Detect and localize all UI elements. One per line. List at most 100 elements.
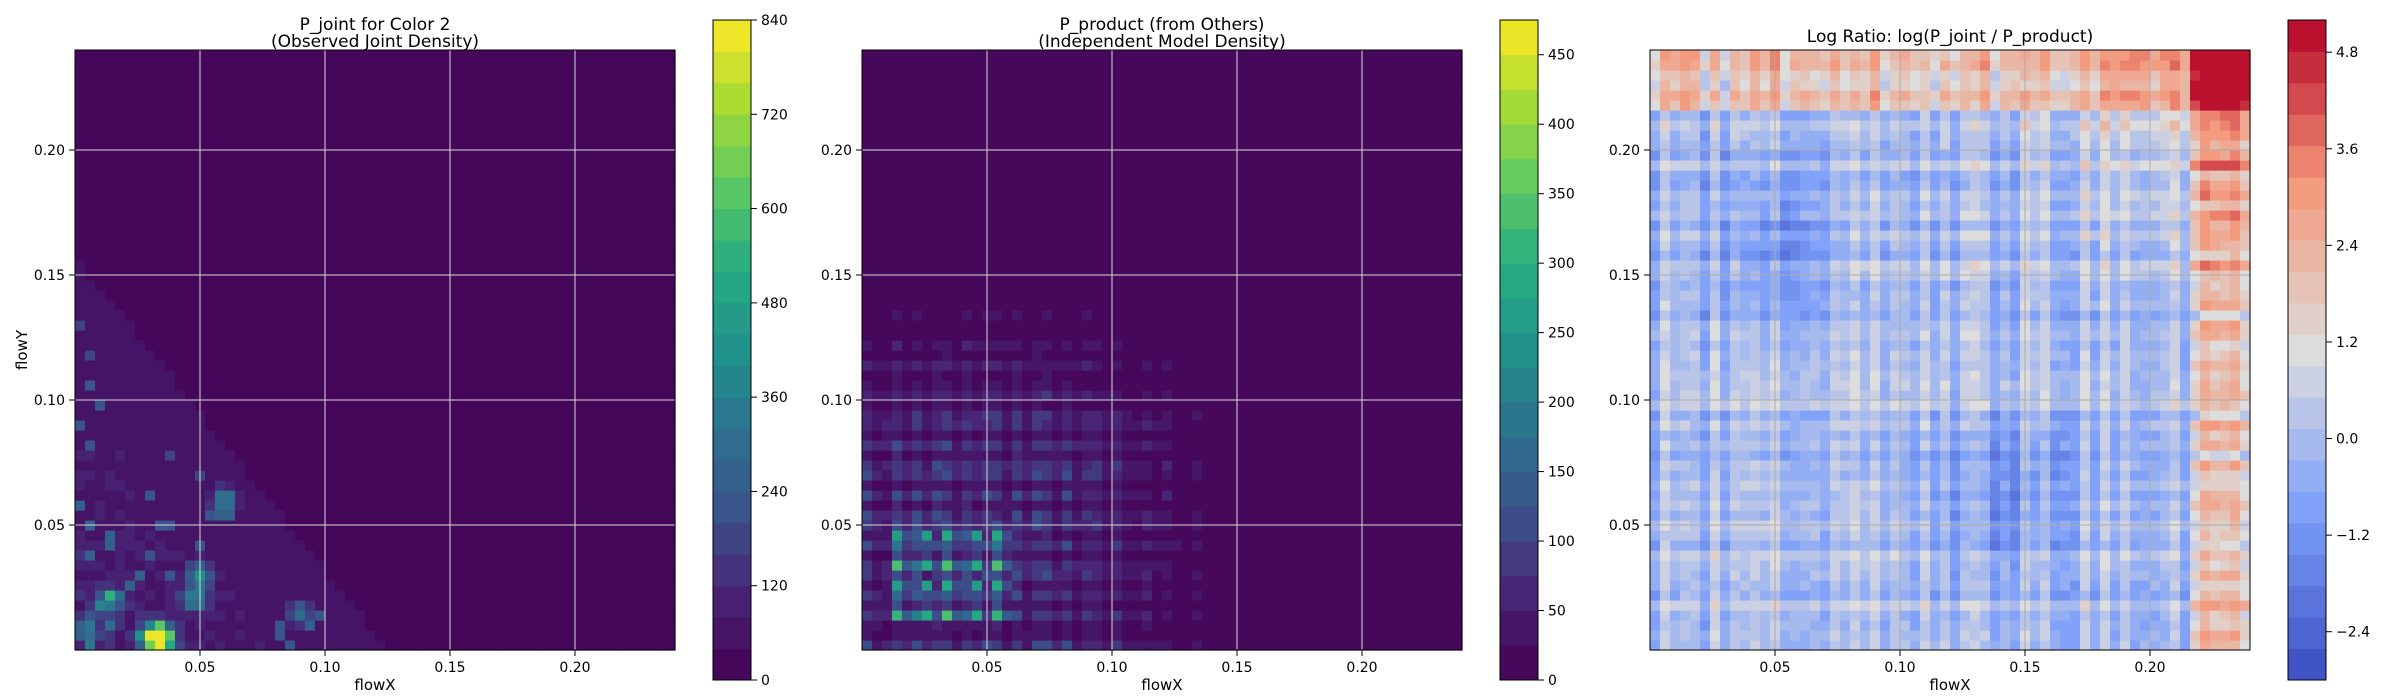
heatmap-cell	[205, 500, 216, 511]
heatmap-cell	[175, 530, 186, 541]
heatmap-cell	[635, 500, 646, 511]
heatmap-cell	[355, 610, 366, 621]
heatmap-cell	[75, 430, 86, 441]
heatmap-cell	[635, 610, 646, 621]
heatmap-cell	[265, 190, 276, 201]
heatmap-cell	[952, 170, 963, 181]
heatmap-cell	[135, 430, 146, 441]
heatmap-cell	[615, 130, 626, 141]
heatmap-cell	[215, 570, 226, 581]
heatmap-cell	[932, 280, 943, 291]
heatmap-cell	[315, 230, 326, 241]
heatmap-cell	[605, 50, 616, 61]
heatmap-cell	[395, 50, 406, 61]
heatmap-cell	[215, 360, 226, 371]
heatmap-cell	[1072, 120, 1083, 131]
heatmap-cell	[255, 620, 266, 631]
heatmap-cell	[555, 530, 566, 541]
heatmap-cell	[485, 260, 496, 271]
heatmap-cell	[862, 540, 873, 551]
heatmap-cell	[265, 550, 276, 561]
heatmap-cell	[635, 630, 646, 641]
heatmap-cell	[125, 70, 136, 81]
heatmap-cell	[365, 100, 376, 111]
heatmap-cell	[175, 310, 186, 321]
heatmap-cell	[912, 640, 923, 651]
heatmap-cell	[185, 600, 196, 611]
heatmap-cell	[625, 180, 636, 191]
heatmap-cell	[1042, 130, 1053, 141]
heatmap-cell	[225, 450, 236, 461]
heatmap-cell	[415, 530, 426, 541]
heatmap-cell	[285, 570, 296, 581]
heatmap-cell	[395, 420, 406, 431]
heatmap-cell	[465, 300, 476, 311]
heatmap-cell	[485, 350, 496, 361]
heatmap-cell	[155, 590, 166, 601]
heatmap-cell	[465, 170, 476, 181]
heatmap-cell	[455, 90, 466, 101]
heatmap-cell	[625, 600, 636, 611]
heatmap-cell	[922, 470, 933, 481]
heatmap-cell	[535, 250, 546, 261]
heatmap-cell	[962, 540, 973, 551]
heatmap-cell	[902, 400, 913, 411]
heatmap-cell	[1042, 360, 1053, 371]
heatmap-cell	[315, 360, 326, 371]
heatmap-cell	[585, 500, 596, 511]
heatmap-cell	[375, 580, 386, 591]
heatmap-cell	[515, 240, 526, 251]
heatmap-cell	[155, 260, 166, 271]
heatmap-cell	[1062, 470, 1073, 481]
heatmap-cell	[385, 570, 396, 581]
heatmap-cell	[395, 380, 406, 391]
heatmap-cell	[355, 50, 366, 61]
heatmap-cell	[525, 100, 536, 111]
heatmap-cell	[105, 600, 116, 611]
heatmap-cell	[922, 490, 933, 501]
heatmap-cell	[942, 170, 953, 181]
heatmap-cell	[992, 570, 1003, 581]
heatmap-cell	[235, 220, 246, 231]
heatmap-cell	[1042, 480, 1053, 491]
heatmap-cell	[595, 50, 606, 61]
heatmap-cell	[355, 330, 366, 341]
heatmap-cell	[892, 280, 903, 291]
heatmap-cell	[992, 610, 1003, 621]
heatmap-cell	[872, 370, 883, 381]
heatmap-cell	[665, 580, 676, 591]
heatmap-cell	[305, 250, 316, 261]
heatmap-cell	[245, 70, 256, 81]
heatmap-cell	[495, 480, 506, 491]
heatmap-cell	[872, 590, 883, 601]
heatmap-cell	[425, 210, 436, 221]
heatmap-cell	[605, 150, 616, 161]
heatmap-cell	[872, 260, 883, 271]
heatmap-cell	[1002, 320, 1013, 331]
heatmap-cell	[485, 310, 496, 321]
heatmap-cell	[105, 340, 116, 351]
heatmap-cell	[665, 250, 676, 261]
heatmap-cell	[942, 580, 953, 591]
heatmap-cell	[665, 420, 676, 431]
colorbar-level	[713, 648, 751, 681]
heatmap-cell	[115, 410, 126, 421]
heatmap-cell	[475, 160, 486, 171]
heatmap-cell	[575, 380, 586, 391]
heatmap-cell	[545, 480, 556, 491]
heatmap-cell	[525, 600, 536, 611]
heatmap-cell	[255, 500, 266, 511]
heatmap-cell	[1052, 230, 1063, 241]
heatmap-cell	[922, 280, 933, 291]
heatmap-cell	[882, 460, 893, 471]
heatmap-cell	[1002, 50, 1013, 61]
heatmap-cell	[615, 310, 626, 321]
heatmap-cell	[245, 230, 256, 241]
heatmap-cell	[235, 260, 246, 271]
heatmap-cell	[535, 470, 546, 481]
heatmap-cell	[505, 220, 516, 231]
heatmap-cell	[635, 390, 646, 401]
heatmap-cell	[235, 360, 246, 371]
heatmap-cell	[625, 440, 636, 451]
heatmap-cell	[485, 610, 496, 621]
